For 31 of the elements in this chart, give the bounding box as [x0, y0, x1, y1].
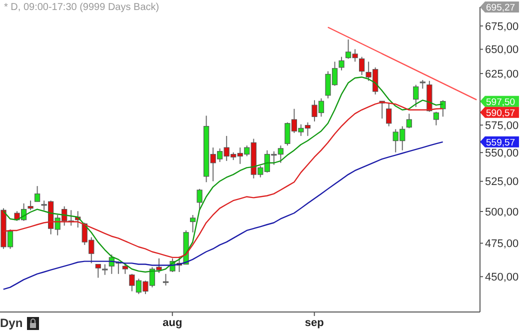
candlestick [359, 56, 365, 76]
candlestick [162, 273, 169, 286]
candlestick [433, 111, 439, 126]
y-tick-label: 575,00 [485, 120, 519, 132]
candlestick [413, 84, 419, 108]
line-series [2, 141, 444, 290]
text: 590,57 [486, 108, 516, 119]
chart-title: * D, 09:00-17:30 (9999 Days Back) [4, 2, 160, 13]
candlestick [190, 214, 196, 233]
y-tick-label: 475,00 [485, 238, 519, 250]
text: Dyn [0, 316, 23, 330]
x-tick-label: aug [162, 316, 182, 329]
text: 559,57 [486, 137, 516, 148]
y-tick-label: 525,00 [485, 176, 519, 188]
y-tick-label: 650,00 [485, 44, 519, 56]
candlestick [406, 113, 412, 129]
candlestick [28, 200, 34, 211]
candlestick [34, 186, 40, 202]
y-tick-label: 675,00 [485, 20, 519, 33]
y-tick-label: 450,00 [485, 272, 519, 284]
x-tick-label: sep [304, 316, 324, 329]
y-tick-label: 500,00 [485, 206, 519, 218]
candlestick [386, 102, 392, 127]
candlestick [338, 56, 344, 71]
candlestick [196, 188, 202, 211]
y-tick-label: 550,00 [485, 147, 519, 160]
candlestick [102, 264, 108, 276]
y-tick-label: 625,00 [485, 68, 519, 80]
text: 695,27 [486, 2, 516, 14]
text: 597,50 [486, 96, 516, 108]
candlestick [95, 264, 101, 278]
